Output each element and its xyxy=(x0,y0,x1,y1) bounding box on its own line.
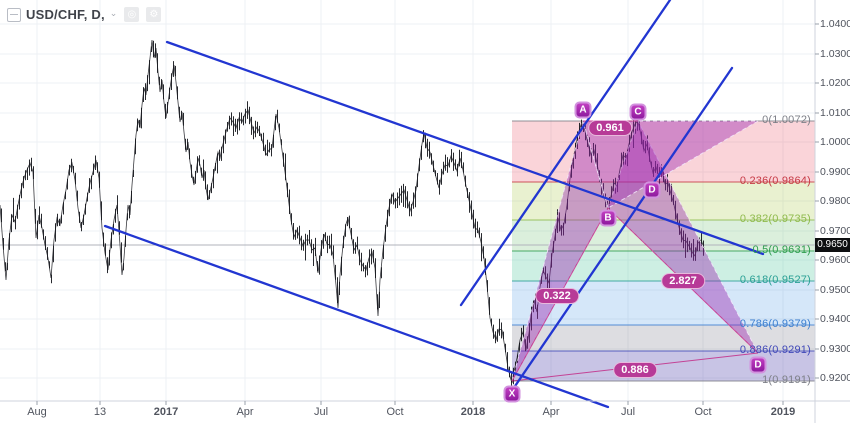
time-axis-label[interactable]: Apr xyxy=(542,406,560,418)
fib-level-label: 0.5(0.9631) xyxy=(752,244,811,256)
pattern-point-chip[interactable]: B xyxy=(599,209,617,227)
price-path xyxy=(0,39,705,384)
pattern-point-chip[interactable]: D xyxy=(643,181,661,199)
pattern-ratio-chip[interactable]: 0.961 xyxy=(588,120,632,136)
time-axis-label[interactable]: Jul xyxy=(313,406,329,418)
pattern-ratio-chip[interactable]: 2.827 xyxy=(661,273,705,289)
pattern-ratio-chip[interactable]: 0.886 xyxy=(613,362,657,378)
compare-button[interactable]: ◎ xyxy=(124,7,140,22)
price-axis-label[interactable]: 0.9600 xyxy=(820,254,850,266)
time-axis-label[interactable]: 2019 xyxy=(770,406,796,418)
pattern-point-chip[interactable]: X xyxy=(503,385,521,403)
fib-band xyxy=(512,325,815,351)
pattern-point-chip[interactable]: A xyxy=(574,101,592,119)
price-axis-label[interactable]: 1.0000 xyxy=(820,136,850,148)
time-axis-label[interactable]: 2018 xyxy=(460,406,486,418)
settings-button[interactable]: ⚙ xyxy=(146,7,162,22)
price-axis-label[interactable]: 1.0300 xyxy=(820,48,850,60)
time-axis-label[interactable]: 2017 xyxy=(153,406,179,418)
price-axis-label[interactable]: 0.9800 xyxy=(820,195,850,207)
price-axis-label[interactable]: 0.9500 xyxy=(820,284,850,296)
pattern-point-chip[interactable]: D xyxy=(749,356,767,374)
pattern-ratio-chip[interactable]: 0.322 xyxy=(535,288,579,304)
price-axis-label[interactable]: 1.0400 xyxy=(820,18,850,30)
symbol-title[interactable]: USD/CHF, D, xyxy=(26,7,105,22)
fib-level-label: 0(1.0072) xyxy=(762,114,811,126)
fib-band xyxy=(512,220,815,251)
trend-line[interactable] xyxy=(459,0,672,307)
price-axis-label[interactable]: 0.9200 xyxy=(820,372,850,384)
chart-legend: USD/CHF, D, ⌄ ◎ ⚙ xyxy=(7,7,162,22)
fib-level-label: 0.236(0.9864) xyxy=(739,175,811,187)
trend-line[interactable] xyxy=(165,40,765,256)
fib-level-label: 1(0.9191) xyxy=(762,374,811,386)
price-axis-label[interactable]: 0.9900 xyxy=(820,166,850,178)
price-axis-label[interactable]: 1.0100 xyxy=(820,107,850,119)
time-axis-label[interactable]: Oct xyxy=(386,406,404,418)
fib-level-label: 0.618(0.9527) xyxy=(739,274,811,286)
xabcd-pattern-triangle[interactable] xyxy=(582,120,760,209)
trend-line[interactable] xyxy=(103,224,610,409)
price-axis-label[interactable]: 1.0200 xyxy=(820,77,850,89)
time-axis-label[interactable]: 13 xyxy=(93,406,107,418)
fib-band xyxy=(512,182,815,220)
time-axis-label[interactable]: Aug xyxy=(27,406,47,418)
time-axis-label[interactable]: Oct xyxy=(694,406,712,418)
chevron-down-icon[interactable]: ⌄ xyxy=(109,8,118,18)
fib-level-label: 0.886(0.9291) xyxy=(739,344,811,356)
price-axis-label[interactable]: 0.9300 xyxy=(820,343,850,355)
trend-line[interactable] xyxy=(509,66,734,394)
time-axis-label[interactable]: Jul xyxy=(620,406,636,418)
time-axis-label[interactable]: Apr xyxy=(236,406,254,418)
last-price-badge: 0.9650 xyxy=(815,238,850,252)
collapse-pane-icon[interactable] xyxy=(7,7,21,22)
pattern-point-chip[interactable]: C xyxy=(629,103,647,121)
fib-level-label: 0.382(0.9735) xyxy=(739,213,811,225)
fib-level-label: 0.786(0.9379) xyxy=(739,318,811,330)
price-axis-label[interactable]: 0.9400 xyxy=(820,313,850,325)
price-axis-label[interactable]: 0.9700 xyxy=(820,225,850,237)
